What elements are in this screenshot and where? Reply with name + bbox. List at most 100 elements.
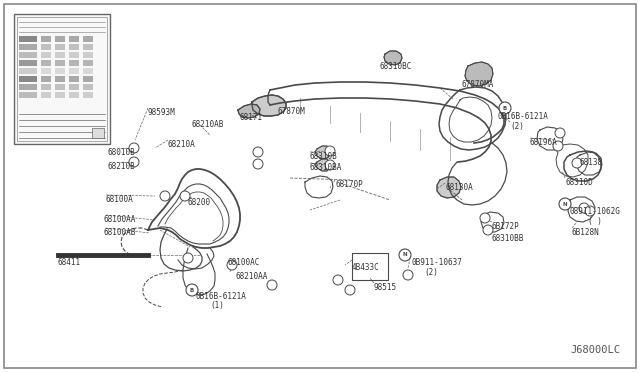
Bar <box>41 36 51 42</box>
Bar <box>55 44 65 50</box>
Text: 68210A: 68210A <box>168 140 196 149</box>
Circle shape <box>183 253 193 263</box>
Bar <box>69 52 79 58</box>
Bar <box>55 68 65 74</box>
Text: J68000LC: J68000LC <box>570 345 620 355</box>
Text: 0B16B-6121A: 0B16B-6121A <box>196 292 247 301</box>
Text: 6B128N: 6B128N <box>572 228 600 237</box>
Text: 67870M: 67870M <box>278 107 306 116</box>
Bar <box>19 76 37 82</box>
Text: 68010B: 68010B <box>108 148 136 157</box>
Circle shape <box>480 213 490 223</box>
Text: 4B433C: 4B433C <box>352 263 380 272</box>
Bar <box>83 92 93 98</box>
Text: 68310BA: 68310BA <box>310 163 342 172</box>
Circle shape <box>585 206 595 216</box>
Text: 68100A: 68100A <box>105 195 132 204</box>
Circle shape <box>253 147 263 157</box>
Bar <box>69 84 79 90</box>
Bar <box>55 60 65 66</box>
Polygon shape <box>315 146 330 159</box>
Circle shape <box>186 284 198 296</box>
Circle shape <box>499 102 511 114</box>
Bar <box>41 44 51 50</box>
Circle shape <box>325 160 335 170</box>
Bar <box>41 68 51 74</box>
Circle shape <box>579 203 589 213</box>
Circle shape <box>129 157 139 167</box>
Bar <box>19 60 37 66</box>
Polygon shape <box>252 95 286 116</box>
Text: 68210AA: 68210AA <box>235 272 268 281</box>
Bar <box>69 68 79 74</box>
Bar <box>83 84 93 90</box>
Polygon shape <box>315 159 330 171</box>
Bar <box>55 92 65 98</box>
Bar <box>69 36 79 42</box>
Bar <box>19 84 37 90</box>
Text: 68310B: 68310B <box>310 152 338 161</box>
Text: (2): (2) <box>510 122 524 131</box>
Bar <box>83 76 93 82</box>
Text: 68210B: 68210B <box>108 162 136 171</box>
Text: 08911-1062G: 08911-1062G <box>570 207 621 216</box>
Text: 0B16B-6121A: 0B16B-6121A <box>498 112 549 121</box>
Circle shape <box>325 146 335 156</box>
Polygon shape <box>384 51 402 65</box>
Bar <box>83 60 93 66</box>
Circle shape <box>559 198 571 210</box>
Circle shape <box>253 159 263 169</box>
Text: (2): (2) <box>424 268 438 277</box>
Text: 68200: 68200 <box>188 198 211 207</box>
Bar <box>92 128 104 138</box>
Bar <box>19 68 37 74</box>
Text: N: N <box>403 253 407 257</box>
Circle shape <box>572 158 582 168</box>
Bar <box>55 84 65 90</box>
Bar <box>55 76 65 82</box>
Bar <box>19 36 37 42</box>
Circle shape <box>555 128 565 138</box>
Text: 68130A: 68130A <box>445 183 473 192</box>
Text: 68411: 68411 <box>58 258 81 267</box>
Circle shape <box>180 191 190 201</box>
Circle shape <box>483 225 493 235</box>
Bar <box>41 60 51 66</box>
Bar <box>69 76 79 82</box>
Text: 68170P: 68170P <box>335 180 363 189</box>
Text: 98593M: 98593M <box>148 108 176 117</box>
Bar <box>69 60 79 66</box>
Bar <box>55 52 65 58</box>
Circle shape <box>129 143 139 153</box>
Circle shape <box>345 285 355 295</box>
Polygon shape <box>437 177 461 198</box>
Text: 68138: 68138 <box>580 158 603 167</box>
Text: 6B172P: 6B172P <box>492 222 520 231</box>
Text: 68310BC: 68310BC <box>380 62 412 71</box>
Circle shape <box>160 191 170 201</box>
Circle shape <box>333 275 343 285</box>
Text: 0B911-10637: 0B911-10637 <box>412 258 463 267</box>
Bar <box>14 14 110 144</box>
Circle shape <box>403 270 413 280</box>
Circle shape <box>267 280 277 290</box>
Bar <box>41 76 51 82</box>
Circle shape <box>227 260 237 270</box>
Text: 98515: 98515 <box>374 283 397 292</box>
Circle shape <box>553 141 563 151</box>
Text: 68100AA: 68100AA <box>104 215 136 224</box>
Text: 68310BB: 68310BB <box>492 234 524 243</box>
Bar <box>69 92 79 98</box>
Bar <box>83 44 93 50</box>
Text: 68100AB: 68100AB <box>104 228 136 237</box>
Bar <box>69 44 79 50</box>
Bar <box>83 36 93 42</box>
Text: (1): (1) <box>210 301 224 310</box>
Text: 68100AC: 68100AC <box>228 258 260 267</box>
Text: 68196A: 68196A <box>530 138 557 147</box>
Bar <box>41 92 51 98</box>
Bar <box>55 36 65 42</box>
Bar <box>17 17 107 141</box>
Text: 68171: 68171 <box>240 113 263 122</box>
Text: B: B <box>190 288 194 292</box>
